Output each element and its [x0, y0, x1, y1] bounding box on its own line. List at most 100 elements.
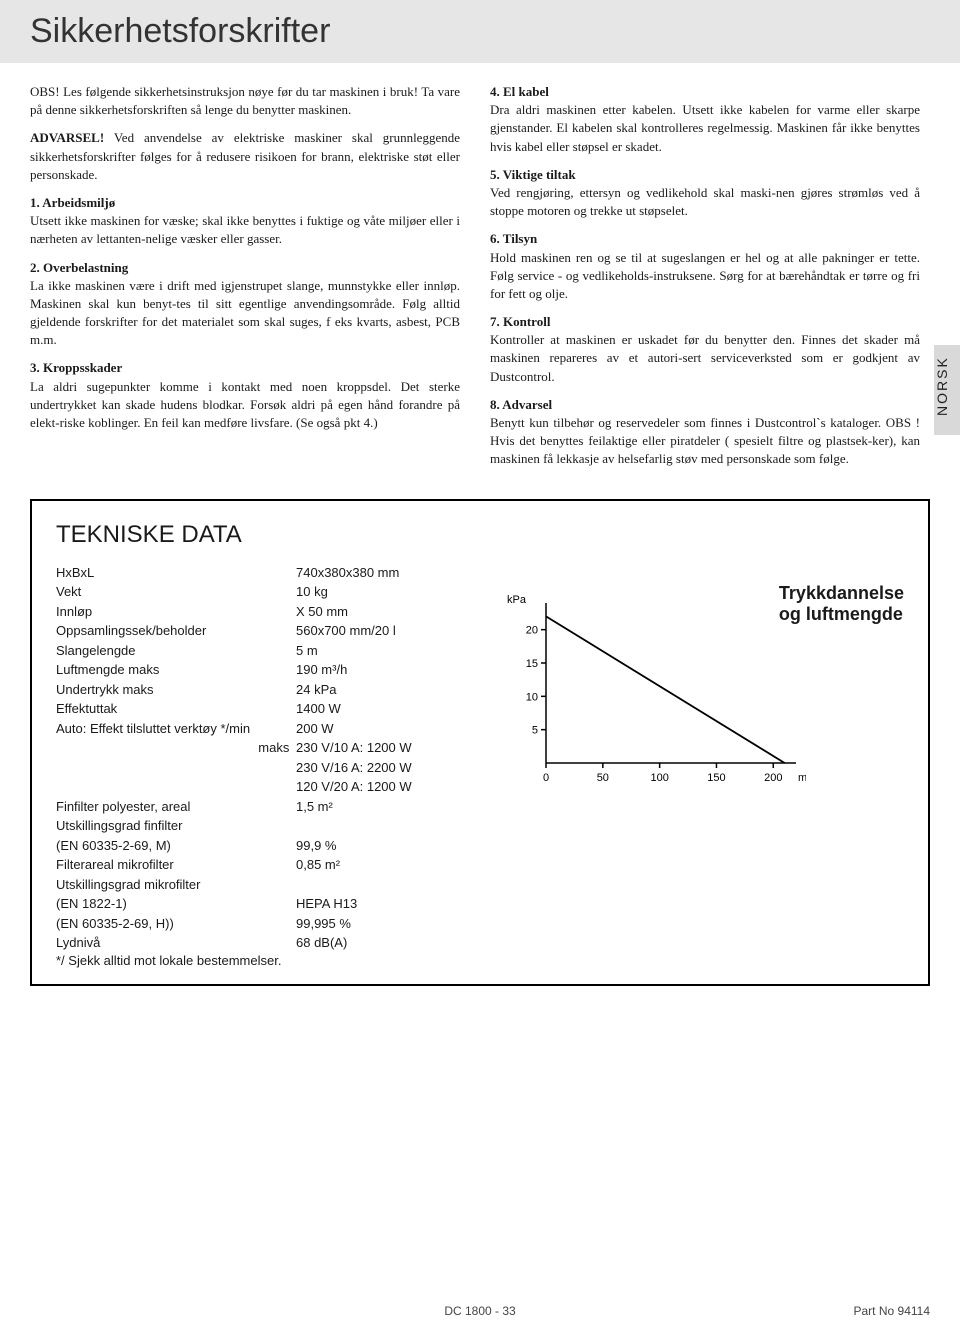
- spec-value: 24 kPa: [296, 680, 476, 700]
- item-heading: Arbeidsmiljø: [42, 195, 115, 210]
- spec-label: Finfilter polyester, areal: [56, 797, 296, 817]
- chart-area: Trykkdannelse og luftmengde 510152005010…: [506, 563, 904, 968]
- spec-label: Slangelengde: [56, 641, 296, 661]
- spec-value: [296, 816, 476, 836]
- item-body: Hold maskinen ren og se til at sugeslang…: [490, 249, 920, 304]
- spec-value: [296, 875, 476, 895]
- spec-value: 190 m³/h: [296, 660, 476, 680]
- safety-item: 5. Viktige tiltak Ved rengjøring, ettersy…: [490, 166, 920, 221]
- spec-label: Auto: Effekt tilsluttet verktøy */min: [56, 719, 296, 739]
- spec-value: 1,5 m²: [296, 797, 476, 817]
- item-heading: El kabel: [503, 84, 549, 99]
- pressure-airflow-chart: 5101520050100150200kPam³/h: [506, 593, 806, 793]
- spec-label: Lydnivå: [56, 933, 296, 953]
- spec-label: Effektuttak: [56, 699, 296, 719]
- safety-item: 1. Arbeidsmiljø Utsett ikke maskinen for …: [30, 194, 460, 249]
- spec-label: Filterareal mikrofilter: [56, 855, 296, 875]
- svg-text:10: 10: [526, 691, 538, 703]
- safety-item: 7. Kontroll Kontroller at maskinen er usk…: [490, 313, 920, 386]
- col-right: 4. El kabel Dra aldri maskinen etter kabe…: [490, 83, 930, 479]
- item-number: 6.: [490, 231, 503, 246]
- spec-value: 10 kg: [296, 582, 476, 602]
- spec-value: 5 m: [296, 641, 476, 661]
- safety-item: 3. Kroppsskader La aldri sugepunkter komm…: [30, 359, 460, 432]
- footer-left: DC 1800 - 33: [444, 1304, 515, 1318]
- item-body: Ved rengjøring, ettersyn og vedlikehold …: [490, 184, 920, 220]
- item-number: 3.: [30, 360, 43, 375]
- intro-p2: ADVARSEL! Ved anvendelse av elektriske m…: [30, 129, 460, 184]
- col-left: OBS! Les følgende sikkerhetsinstruksjon …: [30, 83, 460, 479]
- footer-right: Part No 94114: [516, 1304, 930, 1318]
- spec-label: (EN 60335-2-69, H)): [56, 914, 296, 934]
- item-body: La ikke maskinen være i drift med igjens…: [30, 277, 460, 350]
- spec-value: 120 V/20 A: 1200 W: [296, 777, 476, 797]
- item-number: 7.: [490, 314, 503, 329]
- item-body: Dra aldri maskinen etter kabelen. Utsett…: [490, 101, 920, 156]
- item-number: 2.: [30, 260, 43, 275]
- spec-table: HxBxL740x380x380 mmVekt10 kgInnløpX 50 m…: [56, 563, 476, 953]
- intro-p1: OBS! Les følgende sikkerhetsinstruksjon …: [30, 83, 460, 119]
- svg-text:0: 0: [543, 772, 549, 784]
- spec-label: Utskillingsgrad mikrofilter: [56, 875, 296, 895]
- item-heading: Viktige tiltak: [503, 167, 576, 182]
- spec-value: 68 dB(A): [296, 933, 476, 953]
- svg-text:20: 20: [526, 624, 538, 636]
- spec-label: (EN 60335-2-69, M): [56, 836, 296, 856]
- spec-label: Luftmengde maks: [56, 660, 296, 680]
- spec-value: 740x380x380 mm: [296, 563, 476, 583]
- item-number: 1.: [30, 195, 42, 210]
- spec-label: maks: [56, 738, 296, 758]
- safety-item: 2. Overbelastning La ikke maskinen være i…: [30, 259, 460, 350]
- spec-value: 230 V/10 A: 1200 W: [296, 738, 476, 758]
- spec-label: HxBxL: [56, 563, 296, 583]
- spec-value: 230 V/16 A: 2200 W: [296, 758, 476, 778]
- item-number: 5.: [490, 167, 503, 182]
- svg-text:150: 150: [707, 772, 725, 784]
- spec-value: 560x700 mm/20 l: [296, 621, 476, 641]
- item-heading: Advarsel: [502, 397, 552, 412]
- tech-data-box: TEKNISKE DATA HxBxL740x380x380 mmVekt10 …: [30, 499, 930, 986]
- spec-value: 0,85 m²: [296, 855, 476, 875]
- spec-label: Innløp: [56, 602, 296, 622]
- svg-text:5: 5: [532, 724, 538, 736]
- spec-value: 1400 W: [296, 699, 476, 719]
- spec-value: 99,9 %: [296, 836, 476, 856]
- item-body: Benytt kun tilbehør og reservedeler som …: [490, 414, 920, 469]
- spec-label: Utskillingsgrad finfilter: [56, 816, 296, 836]
- spec-value: 200 W: [296, 719, 476, 739]
- spec-value: HEPA H13: [296, 894, 476, 914]
- svg-text:200: 200: [764, 772, 782, 784]
- spec-footnote: */ Sjekk alltid mot lokale bestemmelser.: [56, 953, 476, 968]
- item-heading: Kontroll: [503, 314, 550, 329]
- item-body: La aldri sugepunkter komme i kontakt med…: [30, 378, 460, 433]
- chart-title-l2: og luftmengde: [779, 604, 903, 624]
- item-body: Kontroller at maskinen er uskadet før du…: [490, 331, 920, 386]
- item-body: Utsett ikke maskinen for væske; skal ikk…: [30, 212, 460, 248]
- advarsel-label: ADVARSEL!: [30, 130, 104, 145]
- safety-item: 6. Tilsyn Hold maskinen ren og se til at …: [490, 230, 920, 303]
- safety-item: 4. El kabel Dra aldri maskinen etter kabe…: [490, 83, 920, 156]
- spec-label: [56, 777, 296, 797]
- spec-label: Vekt: [56, 582, 296, 602]
- chart-title: Trykkdannelse og luftmengde: [779, 583, 904, 626]
- spec-label: (EN 1822-1): [56, 894, 296, 914]
- spec-label: Undertrykk maks: [56, 680, 296, 700]
- svg-text:m³/h: m³/h: [798, 772, 806, 784]
- page-footer: DC 1800 - 33 Part No 94114: [30, 1304, 930, 1318]
- item-heading: Overbelastning: [43, 260, 128, 275]
- item-heading: Kroppsskader: [43, 360, 122, 375]
- spec-value: X 50 mm: [296, 602, 476, 622]
- safety-content: OBS! Les følgende sikkerhetsinstruksjon …: [0, 63, 960, 479]
- spec-value: 99,995 %: [296, 914, 476, 934]
- svg-text:50: 50: [597, 772, 609, 784]
- page-title: Sikkerhetsforskrifter: [0, 0, 960, 63]
- tech-title: TEKNISKE DATA: [56, 521, 904, 549]
- safety-item: 8. Advarsel Benytt kun tilbehør og reserv…: [490, 396, 920, 469]
- item-heading: Tilsyn: [503, 231, 537, 246]
- item-number: 4.: [490, 84, 503, 99]
- spec-label: [56, 758, 296, 778]
- language-tab: NORSK: [934, 345, 960, 435]
- svg-text:100: 100: [650, 772, 668, 784]
- spec-label: Oppsamlingssek/beholder: [56, 621, 296, 641]
- item-number: 8.: [490, 397, 502, 412]
